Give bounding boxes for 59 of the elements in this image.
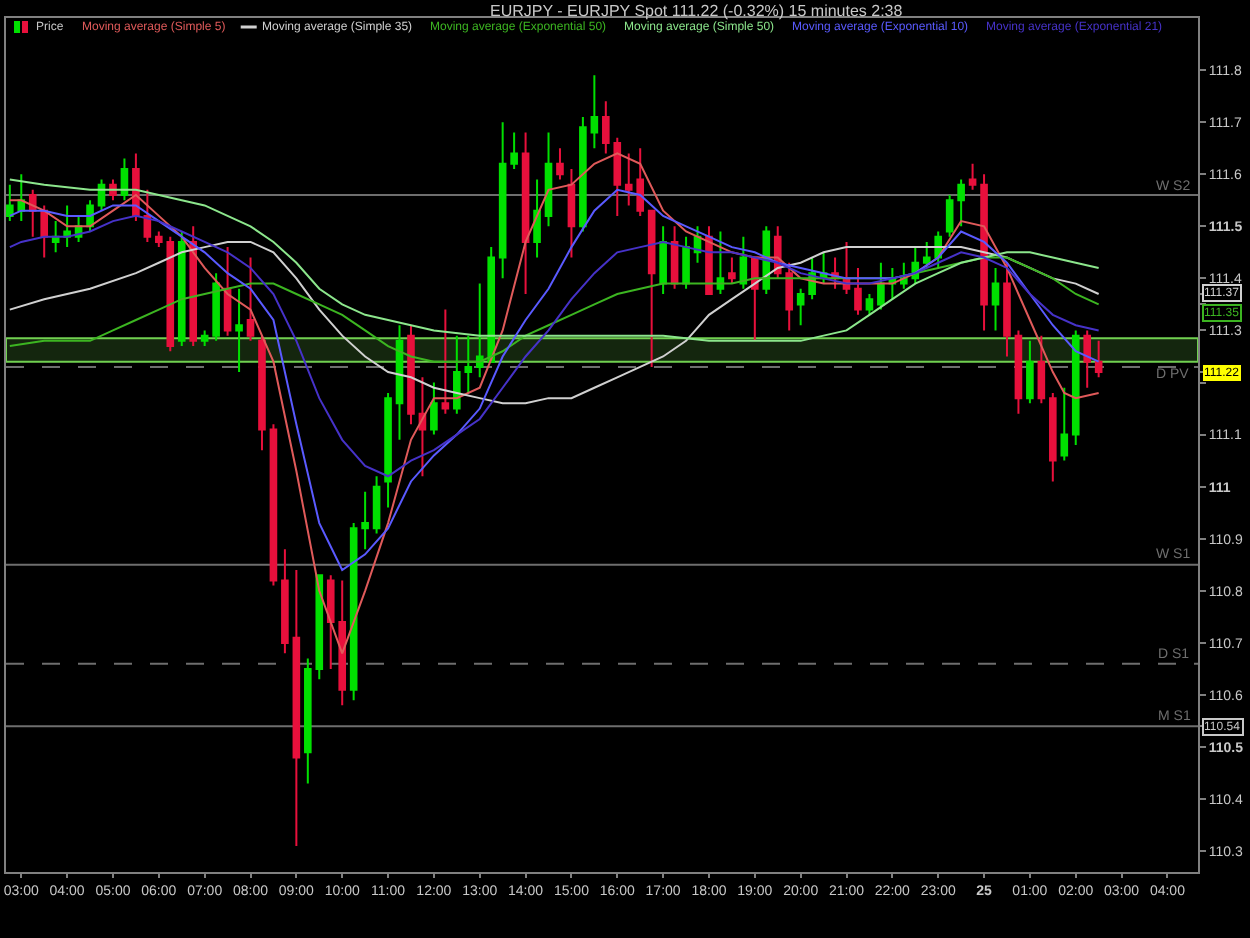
candlestick — [281, 548, 289, 655]
candlestick — [223, 246, 232, 337]
chart-title: EURJPY - EURJPY Spot 111.22 (-0.32%) 15 minutes 2:38 — [490, 1, 904, 20]
candlestick — [498, 121, 507, 280]
candlestick — [590, 74, 599, 150]
candlestick — [957, 178, 965, 228]
candlestick — [177, 230, 186, 348]
candlestick — [877, 261, 885, 311]
candlestick — [796, 287, 805, 327]
candlestick — [739, 235, 748, 290]
candlestick — [1049, 391, 1057, 483]
candlestick — [865, 292, 874, 316]
candlestick — [418, 376, 427, 478]
candlestick — [292, 568, 301, 847]
candlestick — [533, 178, 541, 259]
candlestick — [544, 131, 553, 228]
candlestick — [1094, 339, 1103, 379]
candlestick — [556, 147, 564, 181]
candlestick — [1014, 329, 1023, 415]
candlestick — [1060, 386, 1069, 462]
candlestick — [854, 266, 862, 316]
candlestick — [51, 220, 60, 254]
candlestick — [430, 381, 438, 436]
candlestick — [1071, 329, 1080, 446]
candlestick — [372, 475, 381, 535]
candlestick — [567, 168, 576, 259]
candlestick — [40, 204, 49, 259]
candlestick — [120, 157, 129, 202]
candlestick — [1037, 334, 1046, 405]
candlestick — [1083, 329, 1092, 389]
candlestick — [980, 173, 988, 332]
candlestick — [521, 131, 530, 295]
candlestick — [258, 334, 266, 452]
candlestick — [269, 423, 278, 587]
candlestick — [246, 256, 255, 342]
candlestick — [235, 287, 243, 374]
candlestick — [716, 230, 725, 295]
candlestick — [659, 225, 667, 295]
candlestick — [143, 188, 152, 243]
candlestick — [1003, 261, 1011, 358]
candlestick — [361, 490, 369, 551]
candlestick — [945, 194, 954, 238]
candlestick — [407, 324, 415, 426]
candlestick — [968, 162, 977, 191]
candlestick — [579, 115, 587, 233]
candlestick — [63, 204, 71, 249]
candlestick — [510, 131, 518, 171]
candlestick — [441, 308, 450, 415]
candlestick — [1026, 339, 1034, 405]
candlestick — [751, 256, 759, 342]
candlestick — [212, 272, 220, 342]
candlestick — [728, 256, 736, 285]
candlestick — [384, 391, 392, 509]
candlestick — [647, 209, 656, 368]
candlestick — [189, 225, 198, 348]
candlestick — [991, 266, 1000, 332]
candlestick — [395, 324, 404, 441]
candlestick — [682, 235, 690, 290]
candlestick — [200, 329, 209, 348]
